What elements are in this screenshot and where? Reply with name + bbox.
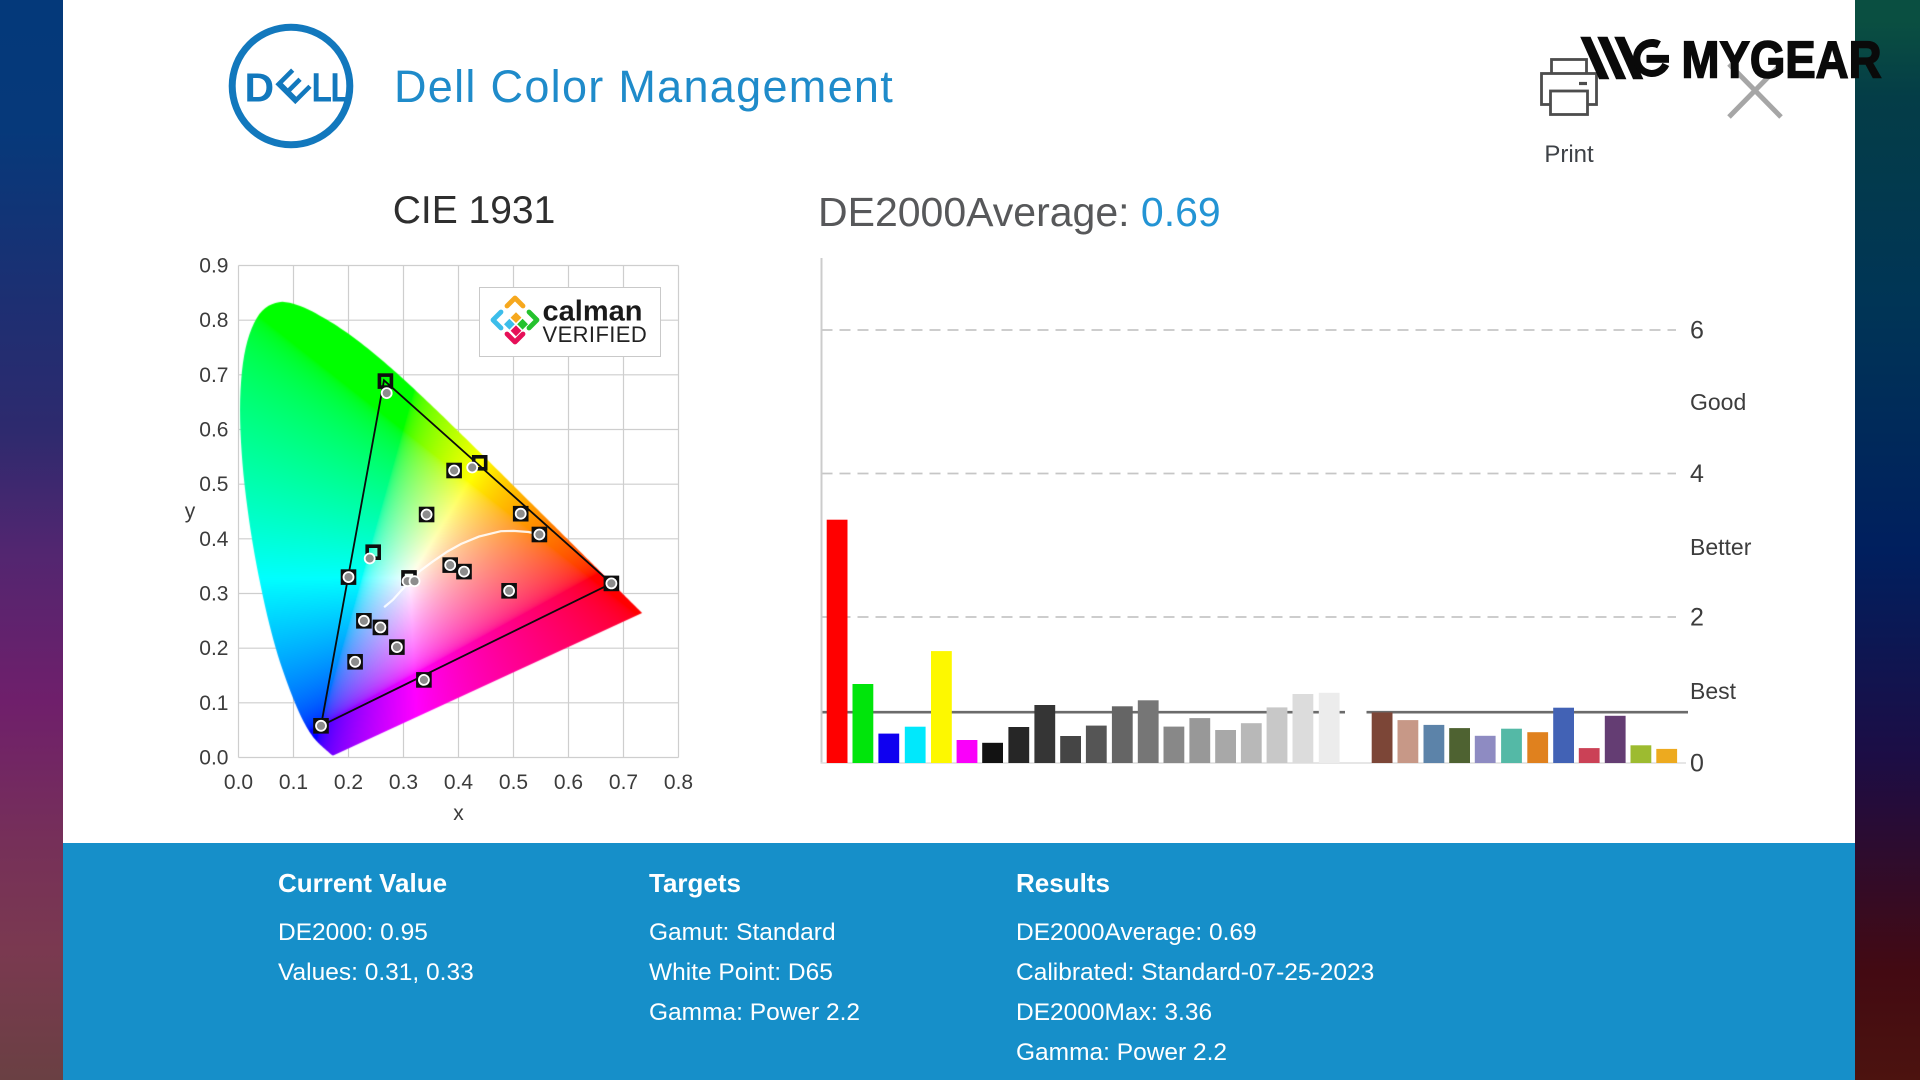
svg-text:0.1: 0.1: [279, 771, 308, 794]
svg-text:0.3: 0.3: [199, 583, 228, 606]
svg-text:0.3: 0.3: [389, 771, 418, 794]
svg-text:0.1: 0.1: [199, 692, 228, 715]
svg-text:0: 0: [1690, 750, 1704, 778]
svg-text:Better: Better: [1690, 534, 1752, 560]
svg-text:0.6: 0.6: [199, 419, 228, 442]
svg-text:VERIFIED: VERIFIED: [543, 322, 648, 347]
svg-text:0.9: 0.9: [199, 255, 228, 278]
svg-text:0.5: 0.5: [199, 473, 228, 496]
svg-text:Best: Best: [1690, 678, 1737, 704]
svg-text:D: D: [245, 65, 275, 111]
svg-text:0.0: 0.0: [199, 747, 228, 770]
svg-text:L: L: [312, 64, 333, 110]
svg-text:x: x: [453, 802, 464, 825]
svg-text:0.4: 0.4: [199, 528, 229, 551]
svg-text:0.6: 0.6: [554, 771, 583, 794]
svg-text:0.0: 0.0: [224, 771, 253, 794]
svg-text:0.4: 0.4: [444, 771, 474, 794]
svg-text:2: 2: [1690, 604, 1704, 632]
svg-text:4: 4: [1690, 460, 1704, 488]
svg-text:Good: Good: [1690, 389, 1746, 415]
svg-text:0.7: 0.7: [199, 364, 228, 387]
svg-text:MYGEAR: MYGEAR: [1682, 32, 1882, 90]
svg-text:0.2: 0.2: [334, 771, 363, 794]
svg-text:0.8: 0.8: [199, 309, 228, 332]
svg-text:calman: calman: [543, 296, 643, 328]
svg-text:y: y: [185, 500, 196, 523]
svg-text:0.7: 0.7: [609, 771, 638, 794]
svg-text:0.5: 0.5: [499, 771, 528, 794]
svg-text:6: 6: [1690, 317, 1704, 345]
svg-text:0.8: 0.8: [664, 771, 693, 794]
svg-text:L: L: [330, 64, 351, 110]
svg-text:0.2: 0.2: [199, 637, 228, 660]
